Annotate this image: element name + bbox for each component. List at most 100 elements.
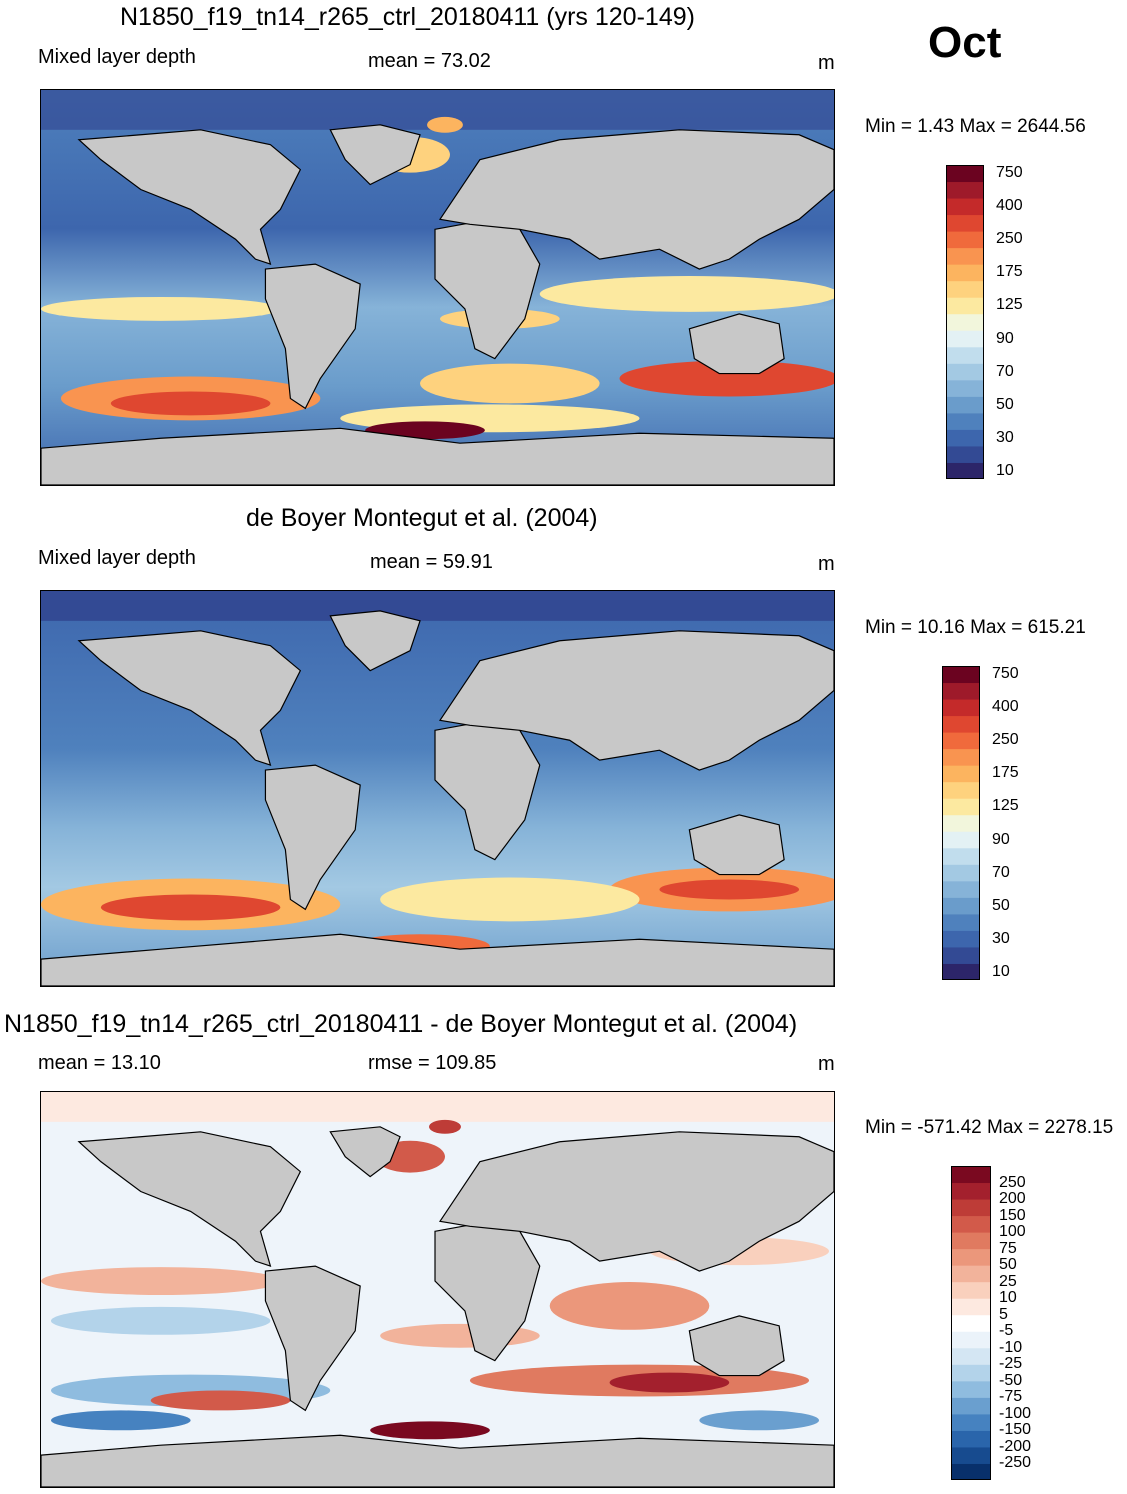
colorbar-tick-label: 150 [999, 1206, 1026, 1224]
panel3-rmse-label: rmse = 109.85 [368, 1052, 497, 1074]
colorbar-tick-label: 125 [992, 797, 1019, 815]
colorbar-tick-label: -200 [999, 1437, 1032, 1455]
panel2-title: de Boyer Montegut et al. (2004) [246, 504, 598, 532]
colorbar-swatch [942, 847, 980, 865]
colorbar-tick-label: -250 [999, 1454, 1032, 1472]
colorbar-swatch [946, 396, 984, 414]
panel3-units-label: m [818, 1053, 835, 1075]
panel3-title: N1850_f19_tn14_r265_ctrl_20180411 - de B… [4, 1010, 798, 1038]
colorbar-tick-label: -25 [999, 1355, 1023, 1373]
colorbar-swatch [951, 1446, 991, 1464]
colorbar-swatch [951, 1298, 991, 1316]
colorbar-tick-label: 250 [992, 731, 1019, 749]
colorbar-swatch [946, 214, 984, 232]
colorbar-swatch [951, 1248, 991, 1266]
colorbar-tick-label: 175 [992, 764, 1019, 782]
colorbar-swatch [942, 699, 980, 717]
colorbar-swatch [946, 346, 984, 364]
colorbar-swatch [942, 682, 980, 700]
colorbar-swatch [946, 181, 984, 199]
colorbar-swatch [946, 165, 984, 183]
panel2-units-label: m [818, 553, 835, 575]
colorbar-swatch [951, 1364, 991, 1382]
colorbar-swatch [946, 330, 984, 348]
colorbar-swatch [946, 363, 984, 381]
colorbar-swatch [946, 264, 984, 282]
colorbar-tick-label: 10 [999, 1289, 1017, 1307]
colorbar-tick-label: -150 [999, 1421, 1032, 1439]
panel3-colorbar-swatches [951, 1166, 991, 1480]
colorbar-swatch [942, 897, 980, 915]
colorbar-swatch [942, 814, 980, 832]
colorbar-tick-label: 90 [992, 830, 1010, 848]
colorbar-tick-label: 10 [996, 461, 1014, 479]
colorbar-swatch [942, 765, 980, 783]
colorbar-tick-label: 250 [996, 230, 1023, 248]
colorbar-swatch [946, 247, 984, 265]
colorbar-swatch [951, 1331, 991, 1349]
colorbar-tick-label: 100 [999, 1223, 1026, 1241]
colorbar-tick-label: 30 [992, 929, 1010, 947]
panel1-colorbar-swatches [946, 165, 984, 479]
colorbar-swatch [951, 1232, 991, 1250]
colorbar-swatch [942, 864, 980, 882]
panel3-mean-label: mean = 13.10 [38, 1052, 161, 1074]
colorbar-swatch [951, 1430, 991, 1448]
colorbar-tick-label: 175 [996, 263, 1023, 281]
colorbar-swatch [951, 1463, 991, 1480]
colorbar-tick-label: 125 [996, 296, 1023, 314]
colorbar-swatch [946, 231, 984, 249]
panel1-units-label: m [818, 52, 835, 74]
colorbar-swatch [946, 297, 984, 315]
colorbar-tick-label: 200 [999, 1190, 1026, 1208]
colorbar-tick-label: 30 [996, 428, 1014, 446]
panel1-map-model-mld [40, 89, 835, 486]
colorbar-swatch [942, 913, 980, 931]
panel3-minmax: Min = -571.42 Max = 2278.15 [865, 1117, 1114, 1138]
colorbar-swatch [951, 1215, 991, 1233]
colorbar-swatch [951, 1182, 991, 1200]
colorbar-tick-label: 25 [999, 1272, 1017, 1290]
panel3-map-svg [41, 1092, 834, 1487]
colorbar-swatch [946, 412, 984, 430]
panel2-minmax: Min = 10.16 Max = 615.21 [865, 617, 1086, 638]
colorbar-tick-label: -75 [999, 1388, 1023, 1406]
colorbar-tick-label: 50 [992, 896, 1010, 914]
panel1-title: N1850_f19_tn14_r265_ctrl_20180411 (yrs 1… [120, 3, 695, 31]
colorbar-tick-label: 90 [996, 329, 1014, 347]
colorbar-swatch [942, 715, 980, 733]
colorbar-swatch [942, 831, 980, 849]
colorbar-swatch [946, 429, 984, 447]
colorbar-tick-label: 250 [999, 1173, 1026, 1191]
colorbar-swatch [951, 1347, 991, 1365]
panel1-mean-label: mean = 73.02 [368, 50, 491, 72]
colorbar-tick-label: 750 [996, 164, 1023, 182]
colorbar-swatch [942, 798, 980, 816]
colorbar-swatch [942, 930, 980, 948]
colorbar-tick-label: -10 [999, 1338, 1023, 1356]
panel2-map-svg [41, 591, 834, 986]
panel2-colorbar-swatches [942, 666, 980, 980]
colorbar-swatch [942, 963, 980, 980]
colorbar-swatch [951, 1397, 991, 1415]
colorbar-tick-label: -5 [999, 1322, 1014, 1340]
panel1-variable-label: Mixed layer depth [38, 46, 196, 68]
panel3-map-difference [40, 1091, 835, 1488]
colorbar-swatch [942, 880, 980, 898]
colorbar-tick-label: 400 [996, 197, 1023, 215]
panel2-variable-label: Mixed layer depth [38, 547, 196, 569]
colorbar-tick-label: 70 [992, 863, 1010, 881]
colorbar-swatch [942, 732, 980, 750]
colorbar-swatch [946, 198, 984, 216]
panel1-minmax: Min = 1.43 Max = 2644.56 [865, 116, 1086, 137]
colorbar-swatch [951, 1314, 991, 1332]
month-label: Oct [928, 18, 1002, 67]
colorbar-swatch [942, 666, 980, 684]
colorbar-tick-label: 50 [996, 395, 1014, 413]
colorbar-tick-label: -100 [999, 1404, 1032, 1422]
colorbar-tick-label: 50 [999, 1256, 1017, 1274]
colorbar-swatch [942, 946, 980, 964]
colorbar-tick-label: -50 [999, 1371, 1023, 1389]
colorbar-tick-label: 70 [996, 362, 1014, 380]
colorbar-swatch [942, 781, 980, 799]
